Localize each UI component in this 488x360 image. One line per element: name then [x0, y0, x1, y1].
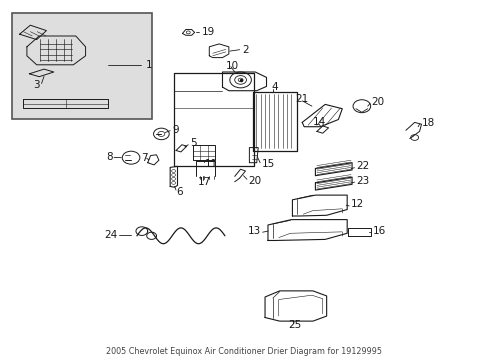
Text: 9: 9: [172, 125, 179, 135]
Text: 4: 4: [271, 82, 278, 92]
Text: 6: 6: [176, 186, 183, 197]
Text: 19: 19: [201, 27, 214, 37]
Text: 25: 25: [288, 320, 301, 330]
Text: 20: 20: [371, 96, 384, 107]
Text: 2: 2: [242, 45, 248, 55]
Text: 11: 11: [204, 159, 217, 169]
Text: 13: 13: [247, 226, 261, 236]
Text: 20: 20: [248, 176, 261, 186]
Text: 10: 10: [225, 60, 239, 71]
Text: 14: 14: [312, 117, 325, 127]
Bar: [193, 145, 215, 160]
Bar: [12, 13, 151, 119]
Text: 7: 7: [141, 153, 147, 163]
Text: 18: 18: [421, 118, 434, 128]
Text: 21: 21: [295, 94, 308, 104]
Text: 1: 1: [145, 60, 152, 70]
Text: 24: 24: [104, 230, 117, 240]
Text: 22: 22: [355, 161, 368, 171]
Text: 3: 3: [33, 80, 40, 90]
Text: 16: 16: [372, 226, 385, 236]
Text: 15: 15: [261, 159, 274, 169]
Text: 17: 17: [197, 177, 210, 187]
Text: 12: 12: [350, 199, 364, 210]
Text: 23: 23: [355, 176, 368, 186]
Text: 2005 Chevrolet Equinox Air Conditioner Drier Diagram for 19129995: 2005 Chevrolet Equinox Air Conditioner D…: [106, 346, 382, 356]
Text: 5: 5: [189, 138, 196, 148]
Text: 8: 8: [105, 152, 112, 162]
